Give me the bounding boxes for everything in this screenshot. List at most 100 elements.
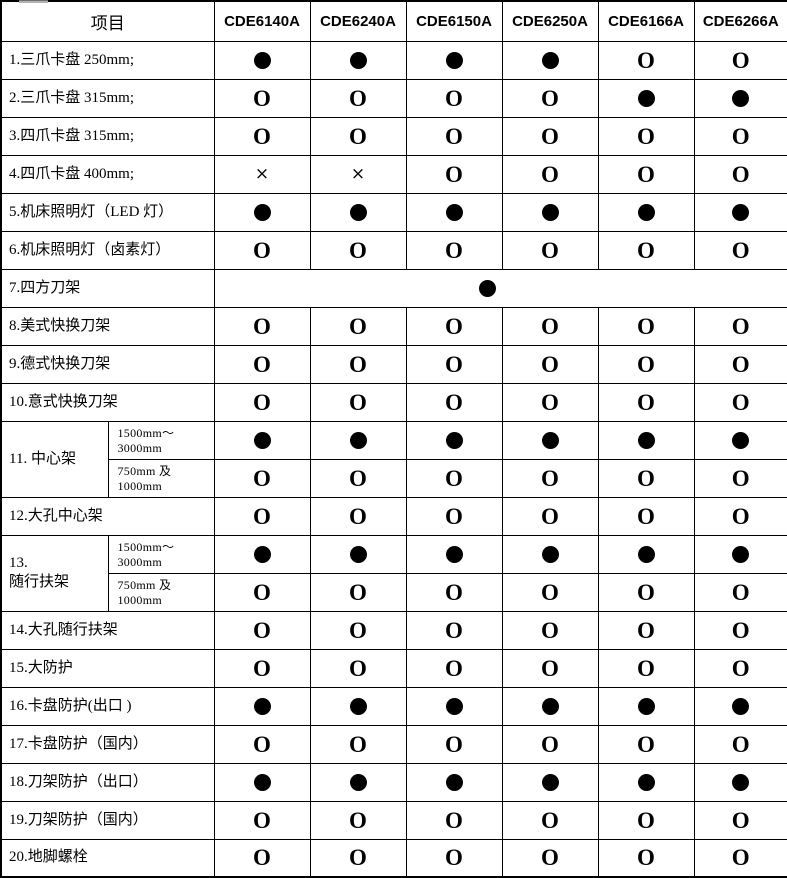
table-row-11: 750mm 及 1000mm O O O O O O bbox=[1, 458, 787, 498]
config-cell-CDE6240A bbox=[309, 762, 407, 802]
config-cell-CDE6240A: O bbox=[309, 306, 407, 346]
open-circle-symbol: O bbox=[731, 503, 750, 529]
open-circle-symbol: O bbox=[731, 617, 750, 643]
config-cell-CDE6250A: O bbox=[501, 496, 599, 536]
config-cell-CDE6140A: O bbox=[213, 610, 311, 650]
config-cell-CDE6240A: O bbox=[309, 838, 407, 878]
config-cell-CDE6140A: O bbox=[213, 78, 311, 118]
config-cell-CDE6266A: O bbox=[693, 306, 787, 346]
filled-circle-symbol bbox=[445, 203, 463, 221]
config-cell-CDE6266A: O bbox=[693, 458, 787, 498]
open-circle-symbol: O bbox=[253, 237, 271, 263]
config-cell-CDE6250A: O bbox=[501, 344, 599, 384]
config-cell-CDE6266A: O bbox=[693, 230, 787, 270]
config-cell-CDE6166A bbox=[597, 192, 695, 232]
config-cell-CDE6250A: O bbox=[501, 800, 599, 840]
open-circle-symbol: O bbox=[253, 351, 271, 377]
open-circle-symbol: O bbox=[349, 123, 367, 149]
open-circle-symbol: O bbox=[541, 123, 559, 149]
config-cell-CDE6150A: O bbox=[405, 610, 503, 650]
config-cell-CDE6150A bbox=[405, 420, 503, 460]
filled-circle-symbol bbox=[541, 431, 559, 449]
open-circle-symbol: O bbox=[349, 313, 367, 339]
config-cell-CDE6140A bbox=[213, 534, 311, 574]
item-label-cell: 7.四方刀架 bbox=[0, 268, 215, 308]
open-circle-symbol: O bbox=[541, 807, 559, 833]
config-cell-CDE6250A bbox=[501, 420, 599, 460]
open-circle-symbol: O bbox=[445, 579, 463, 605]
open-circle-symbol: O bbox=[445, 503, 463, 529]
config-cell-CDE6250A: O bbox=[501, 154, 599, 194]
open-circle-symbol: O bbox=[253, 731, 271, 757]
config-cell-CDE6250A bbox=[501, 192, 599, 232]
config-cell-CDE6150A: O bbox=[405, 724, 503, 764]
open-circle-symbol: O bbox=[445, 845, 463, 871]
config-cell-CDE6150A bbox=[405, 534, 503, 574]
item-label-cell: 1.三爪卡盘 250mm; bbox=[0, 40, 215, 80]
filled-circle-symbol bbox=[349, 431, 367, 449]
open-circle-symbol: O bbox=[637, 845, 655, 871]
config-cell-CDE6266A: O bbox=[693, 116, 787, 156]
table-row-12: 12.大孔中心架 O O O O O O bbox=[0, 496, 787, 536]
filled-circle-symbol bbox=[349, 773, 367, 791]
config-cell-CDE6150A: O bbox=[405, 648, 503, 688]
filled-circle-symbol bbox=[253, 51, 271, 69]
filled-circle-symbol bbox=[445, 697, 463, 715]
open-circle-symbol: O bbox=[445, 313, 463, 339]
config-cell-CDE6266A: O bbox=[693, 382, 787, 422]
open-circle-symbol: O bbox=[541, 85, 559, 111]
config-cell-CDE6140A bbox=[213, 192, 311, 232]
filled-circle-symbol bbox=[253, 697, 271, 715]
open-circle-symbol: O bbox=[541, 161, 559, 187]
config-cell-CDE6150A: O bbox=[405, 154, 503, 194]
item-label-cell: 9.德式快换刀架 bbox=[0, 344, 215, 384]
open-circle-symbol: O bbox=[349, 85, 367, 111]
cross-symbol: × bbox=[254, 163, 270, 184]
config-cell-CDE6166A bbox=[597, 762, 695, 802]
open-circle-symbol: O bbox=[349, 845, 367, 871]
table-row-10: 11. 中心架 1500mm～3000mm bbox=[0, 420, 787, 498]
column-header-model-2: CDE6150A bbox=[405, 0, 503, 42]
item-label-cell: 6.机床照明灯（卤素灯） bbox=[0, 230, 215, 270]
column-header-model-5: CDE6266A bbox=[693, 0, 787, 42]
open-circle-symbol: O bbox=[731, 351, 750, 377]
open-circle-symbol: O bbox=[349, 617, 367, 643]
table-row-5: 6.机床照明灯（卤素灯） O O O O O O bbox=[0, 230, 787, 270]
config-cell-CDE6240A bbox=[309, 420, 407, 460]
table-row-21: 20.地脚螺栓 O O O O O O bbox=[0, 838, 787, 878]
filled-circle-symbol bbox=[541, 773, 559, 791]
config-cell-CDE6140A bbox=[213, 420, 311, 460]
config-cell-CDE6150A: O bbox=[405, 572, 503, 612]
open-circle-symbol: O bbox=[445, 807, 463, 833]
open-circle-symbol: O bbox=[253, 807, 271, 833]
item-label-cell: 10.意式快换刀架 bbox=[0, 382, 215, 422]
config-cell-CDE6240A: O bbox=[309, 382, 407, 422]
item-label-cell: 12.大孔中心架 bbox=[0, 496, 215, 536]
open-circle-symbol: O bbox=[637, 123, 655, 149]
open-circle-symbol: O bbox=[541, 617, 559, 643]
filled-circle-symbol bbox=[732, 697, 750, 715]
open-circle-symbol: O bbox=[253, 313, 271, 339]
open-circle-symbol: O bbox=[349, 731, 367, 757]
filled-circle-symbol bbox=[445, 431, 463, 449]
config-cell-CDE6140A: O bbox=[213, 230, 311, 270]
filled-circle-symbol bbox=[541, 697, 559, 715]
config-cell-CDE6150A bbox=[405, 40, 503, 80]
open-circle-symbol: O bbox=[349, 503, 367, 529]
config-cell-CDE6166A: O bbox=[597, 838, 695, 878]
filled-circle-symbol bbox=[349, 697, 367, 715]
config-cell-CDE6150A: O bbox=[405, 306, 503, 346]
config-cell-CDE6166A: O bbox=[597, 572, 695, 612]
config-cell-CDE6240A: × bbox=[309, 154, 407, 194]
config-cell-CDE6140A bbox=[213, 762, 311, 802]
config-cell-CDE6250A: O bbox=[501, 78, 599, 118]
config-cell-CDE6166A: O bbox=[597, 154, 695, 194]
table-row-4: 5.机床照明灯（LED 灯） bbox=[0, 192, 787, 232]
filled-circle-symbol bbox=[637, 773, 655, 791]
open-circle-symbol: O bbox=[253, 465, 271, 491]
table-row-0: 1.三爪卡盘 250mm; O O bbox=[0, 40, 787, 80]
config-cell-CDE6240A: O bbox=[309, 572, 407, 612]
size-range-cell: 1500mm～3000mm bbox=[107, 534, 215, 574]
item-label-cell: 11. 中心架 bbox=[0, 420, 109, 498]
config-cell-CDE6250A bbox=[501, 534, 599, 574]
